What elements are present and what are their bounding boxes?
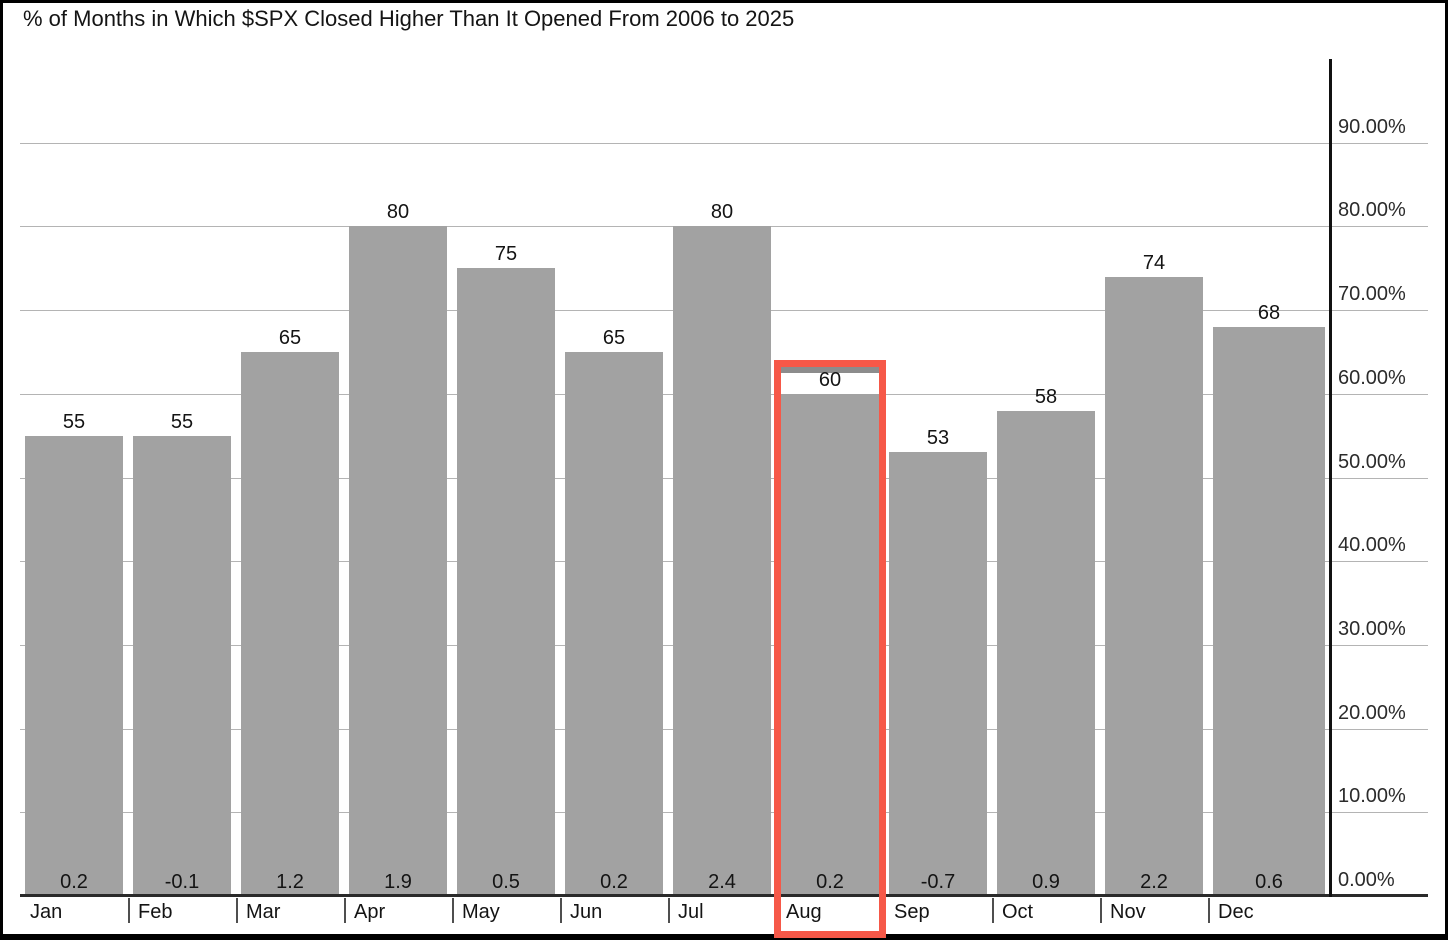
bar-oct bbox=[997, 410, 1095, 896]
bar-value-label-aug: 60 bbox=[818, 368, 842, 391]
bar-may bbox=[457, 268, 555, 896]
x-tick-label-jul: Jul bbox=[678, 901, 704, 923]
bar-base-label-feb: -0.1 bbox=[164, 871, 200, 893]
bar-mar bbox=[241, 352, 339, 896]
bar-value-label-dec: 68 bbox=[1257, 301, 1281, 324]
bar-base-label-aug: 0.2 bbox=[816, 871, 844, 893]
bar-jun bbox=[565, 352, 663, 896]
bar-value-label-apr: 80 bbox=[386, 201, 410, 224]
y-tick-label: 70.00% bbox=[1338, 283, 1406, 306]
bar-value-label-feb: 55 bbox=[170, 410, 194, 433]
x-tick-label-mar: Mar bbox=[246, 901, 281, 923]
bar-base-label-jan: 0.2 bbox=[60, 871, 88, 893]
x-tick-label-dec: Dec bbox=[1218, 901, 1254, 923]
bar-aug bbox=[781, 393, 879, 896]
month-separator bbox=[884, 898, 886, 923]
bar-value-label-jun: 65 bbox=[602, 327, 626, 349]
bar-value-label-mar: 65 bbox=[278, 327, 302, 349]
month-separator bbox=[452, 898, 454, 923]
gridline-90 bbox=[20, 142, 1428, 144]
y-axis-line bbox=[1329, 59, 1332, 897]
x-tick-label-may: May bbox=[462, 901, 500, 923]
bar-feb bbox=[133, 435, 231, 896]
bar-base-label-mar: 1.2 bbox=[276, 871, 304, 893]
x-tick-label-nov: Nov bbox=[1110, 901, 1146, 923]
y-tick-label: 90.00% bbox=[1338, 115, 1406, 138]
highlight-gray-strip bbox=[781, 367, 879, 373]
x-tick-label-apr: Apr bbox=[354, 901, 386, 923]
month-separator bbox=[560, 898, 562, 923]
y-tick-label: 0.00% bbox=[1338, 869, 1395, 891]
month-separator bbox=[668, 898, 670, 923]
month-separator bbox=[128, 898, 130, 923]
bar-value-label-nov: 74 bbox=[1142, 251, 1166, 274]
bar-base-label-may: 0.5 bbox=[492, 871, 520, 893]
bar-base-label-jul: 2.4 bbox=[708, 871, 736, 893]
bar-jan bbox=[25, 435, 123, 896]
x-tick-label-jun: Jun bbox=[570, 901, 603, 923]
y-tick-label: 10.00% bbox=[1338, 785, 1406, 808]
bar-base-label-jun: 0.2 bbox=[600, 871, 628, 893]
y-tick-label: 40.00% bbox=[1338, 534, 1406, 557]
bar-apr bbox=[349, 226, 447, 896]
y-tick-label: 80.00% bbox=[1338, 199, 1406, 222]
bar-value-label-jul: 80 bbox=[710, 201, 734, 224]
x-axis-line bbox=[20, 894, 1428, 897]
x-tick-label-feb: Feb bbox=[138, 901, 173, 923]
bar-base-label-sep: -0.7 bbox=[920, 871, 956, 893]
month-separator bbox=[992, 898, 994, 923]
bar-base-label-oct: 0.9 bbox=[1032, 871, 1060, 893]
month-separator bbox=[776, 898, 778, 923]
bar-value-label-may: 75 bbox=[494, 243, 518, 266]
month-separator bbox=[236, 898, 238, 923]
x-tick-label-sep: Sep bbox=[894, 901, 930, 923]
bar-base-label-apr: 1.9 bbox=[384, 871, 412, 893]
y-tick-label: 50.00% bbox=[1338, 450, 1406, 473]
month-separator bbox=[1100, 898, 1102, 923]
y-tick-label: 20.00% bbox=[1338, 701, 1406, 724]
y-tick-label: 30.00% bbox=[1338, 617, 1406, 640]
month-separator bbox=[1208, 898, 1210, 923]
bar-value-label-oct: 58 bbox=[1034, 385, 1058, 408]
x-tick-label-jan: Jan bbox=[30, 901, 63, 923]
bar-base-label-nov: 2.2 bbox=[1140, 871, 1168, 893]
bar-base-label-dec: 0.6 bbox=[1255, 871, 1283, 893]
bar-dec bbox=[1213, 326, 1325, 896]
bar-value-label-jan: 55 bbox=[62, 410, 86, 433]
y-tick-label: 60.00% bbox=[1338, 366, 1406, 389]
x-tick-label-oct: Oct bbox=[1002, 901, 1034, 923]
month-separator bbox=[344, 898, 346, 923]
bar-jul bbox=[673, 226, 771, 896]
chart-title: % of Months in Which $SPX Closed Higher … bbox=[23, 6, 795, 31]
bar-sep bbox=[889, 452, 987, 896]
bar-value-label-sep: 53 bbox=[926, 427, 950, 450]
x-tick-label-aug: Aug bbox=[786, 901, 822, 923]
bar-nov bbox=[1105, 276, 1203, 896]
